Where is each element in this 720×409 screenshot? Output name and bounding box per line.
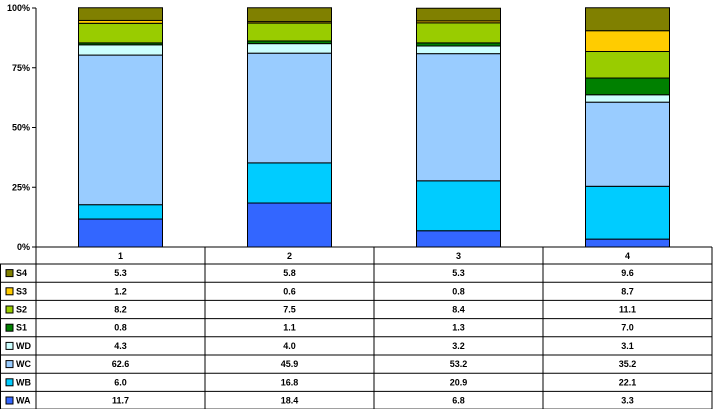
- data-label-wd-3: 3.2: [452, 341, 465, 351]
- data-label-s2-1: 8.2: [114, 305, 127, 315]
- bar-segment-s2-3: [416, 22, 501, 44]
- data-label-s1-2: 1.1: [283, 323, 296, 333]
- legend-label-wb: WB: [16, 377, 31, 387]
- bar-segment-wc-3: [416, 53, 501, 182]
- legend-label-s1: S1: [16, 323, 27, 333]
- legend-swatch-s4: [5, 269, 14, 278]
- bar-segment-s4-3: [416, 7, 501, 22]
- legend-swatch-wb: [5, 378, 14, 387]
- bar-segment-wb-4: [585, 185, 670, 240]
- bar-segment-wa-3: [416, 230, 501, 248]
- legend-swatch-s3: [5, 287, 14, 296]
- data-label-s1-4: 7.0: [621, 323, 634, 333]
- data-label-wb-2: 16.8: [281, 377, 299, 387]
- data-label-s2-4: 11.1: [619, 305, 636, 315]
- data-label-s4-2: 5.8: [283, 268, 296, 278]
- data-label-wa-2: 18.4: [281, 396, 299, 406]
- data-label-wc-3: 53.2: [450, 359, 468, 369]
- data-label-s3-1: 1.2: [114, 286, 127, 296]
- data-label-s4-1: 5.3: [114, 268, 127, 278]
- data-label-wa-3: 6.8: [452, 396, 465, 406]
- legend-swatch-wc: [5, 360, 14, 369]
- data-label-s3-4: 8.7: [621, 286, 634, 296]
- data-label-wc-4: 35.2: [619, 359, 637, 369]
- bar-segment-wb-3: [416, 180, 501, 232]
- bar-segment-wc-4: [585, 101, 670, 187]
- y-tick-label: 50%: [12, 123, 30, 133]
- bar-segment-wc-2: [247, 52, 332, 164]
- data-label-s1-1: 0.8: [114, 323, 127, 333]
- bar-segment-s4-1: [78, 7, 163, 21]
- legend-label-s4: S4: [16, 268, 27, 278]
- bar-segment-wa-2: [247, 202, 332, 248]
- y-tick-label: 0%: [17, 242, 30, 252]
- bar-segment-wa-4: [585, 238, 670, 248]
- data-label-wd-4: 3.1: [621, 341, 634, 351]
- bar-segment-s2-2: [247, 22, 332, 42]
- y-tick-label: 100%: [7, 3, 30, 13]
- data-label-s4-3: 5.3: [452, 268, 465, 278]
- legend-swatch-s1: [5, 323, 14, 332]
- data-label-wb-3: 20.9: [450, 377, 468, 387]
- legend-label-s3: S3: [16, 286, 27, 296]
- data-label-s3-2: 0.6: [283, 286, 296, 296]
- data-label-s4-4: 9.6: [621, 268, 634, 278]
- x-category-label: 4: [625, 251, 630, 261]
- bar-segment-s4-4: [585, 7, 670, 32]
- y-tick-label: 25%: [12, 182, 30, 192]
- data-label-wb-4: 22.1: [619, 377, 637, 387]
- bar-segment-s3-4: [585, 30, 670, 52]
- data-label-wb-1: 6.0: [114, 377, 127, 387]
- bar-segment-wd-2: [247, 43, 332, 54]
- bar-segment-wd-1: [78, 44, 163, 56]
- data-label-wd-1: 4.3: [114, 341, 127, 351]
- bar-segment-wb-2: [247, 162, 332, 204]
- data-label-wd-2: 4.0: [283, 341, 296, 351]
- bar-segment-wc-1: [78, 54, 163, 206]
- data-label-wa-4: 3.3: [621, 396, 634, 406]
- data-label-wc-1: 62.6: [112, 359, 130, 369]
- bar-segment-s2-1: [78, 22, 163, 44]
- legend-swatch-wd: [5, 341, 14, 350]
- bar-segment-wd-3: [416, 45, 501, 55]
- bar-segment-wa-1: [78, 218, 163, 248]
- bar-segment-wb-1: [78, 204, 163, 220]
- bar-segment-s1-4: [585, 77, 670, 96]
- legend-label-wc: WC: [16, 359, 31, 369]
- data-label-s2-2: 7.5: [283, 305, 296, 315]
- legend-swatch-s2: [5, 305, 14, 314]
- legend-label-wa: WA: [16, 396, 31, 406]
- legend-label-wd: WD: [16, 341, 31, 351]
- x-category-label: 3: [456, 251, 461, 261]
- data-label-s2-3: 8.4: [452, 305, 465, 315]
- y-tick-label: 75%: [12, 63, 30, 73]
- bar-segment-s4-2: [247, 7, 332, 23]
- data-label-s1-3: 1.3: [452, 323, 465, 333]
- legend-label-s2: S2: [16, 305, 27, 315]
- bar-segment-s2-4: [585, 50, 670, 79]
- legend-swatch-wa: [5, 396, 14, 405]
- x-category-label: 2: [287, 251, 292, 261]
- bar-segment-wd-4: [585, 94, 670, 103]
- data-label-s3-3: 0.8: [452, 286, 465, 296]
- x-category-label: 1: [118, 251, 123, 261]
- data-label-wa-1: 11.7: [112, 396, 129, 406]
- data-label-wc-2: 45.9: [281, 359, 299, 369]
